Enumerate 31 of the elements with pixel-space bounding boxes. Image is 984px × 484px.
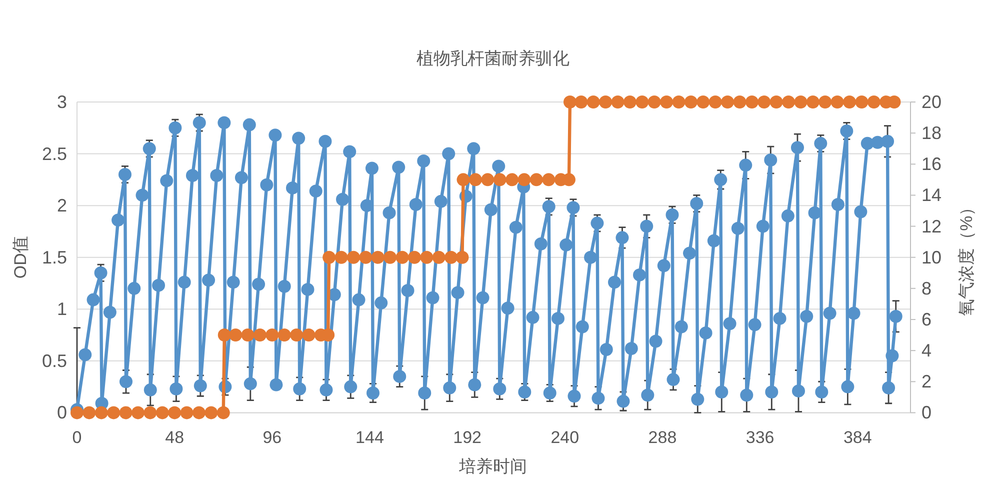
y-tick-label: 1.5 [42, 247, 67, 268]
x-tick-label: 48 [165, 428, 184, 447]
y2-tick-label: 8 [922, 278, 932, 298]
y2-tick-label: 4 [922, 340, 932, 361]
y2-tick-label: 6 [922, 309, 932, 330]
x-tick-label: 288 [648, 428, 677, 447]
y-tick-label: 2.5 [42, 144, 67, 164]
y2-tick-label: 0 [922, 402, 932, 423]
y-tick-label: 3 [56, 92, 67, 112]
y2-tick-label: 16 [922, 154, 942, 174]
x-tick-label: 336 [746, 428, 774, 447]
y2-tick-label: 20 [922, 92, 942, 112]
y2-tick-label: 12 [922, 216, 942, 236]
x-tick-label: 384 [843, 428, 872, 447]
y-tick-label: 0.5 [42, 350, 67, 371]
x-tick-label: 144 [356, 428, 384, 447]
x-label: 培养时间 [459, 457, 527, 476]
x-tick-label: 240 [550, 428, 580, 447]
y-tick-label: 1 [56, 299, 67, 320]
y2-tick-label: 18 [922, 123, 942, 144]
y2-tick-label: 10 [922, 247, 942, 268]
x-tick-label: 0 [72, 428, 82, 447]
y2-tick-label: 14 [922, 185, 942, 206]
y-tick-label: 0 [56, 402, 67, 423]
y-tick-label: 2 [56, 196, 67, 216]
y2-label: 氧气浓度（%） [956, 198, 976, 316]
x-tick-label: 96 [262, 428, 282, 447]
y-label: OD值 [10, 236, 30, 279]
title: 植物乳杆菌耐养驯化 [416, 49, 570, 68]
y2-tick-label: 2 [922, 372, 932, 392]
x-tick-label: 192 [453, 428, 482, 447]
